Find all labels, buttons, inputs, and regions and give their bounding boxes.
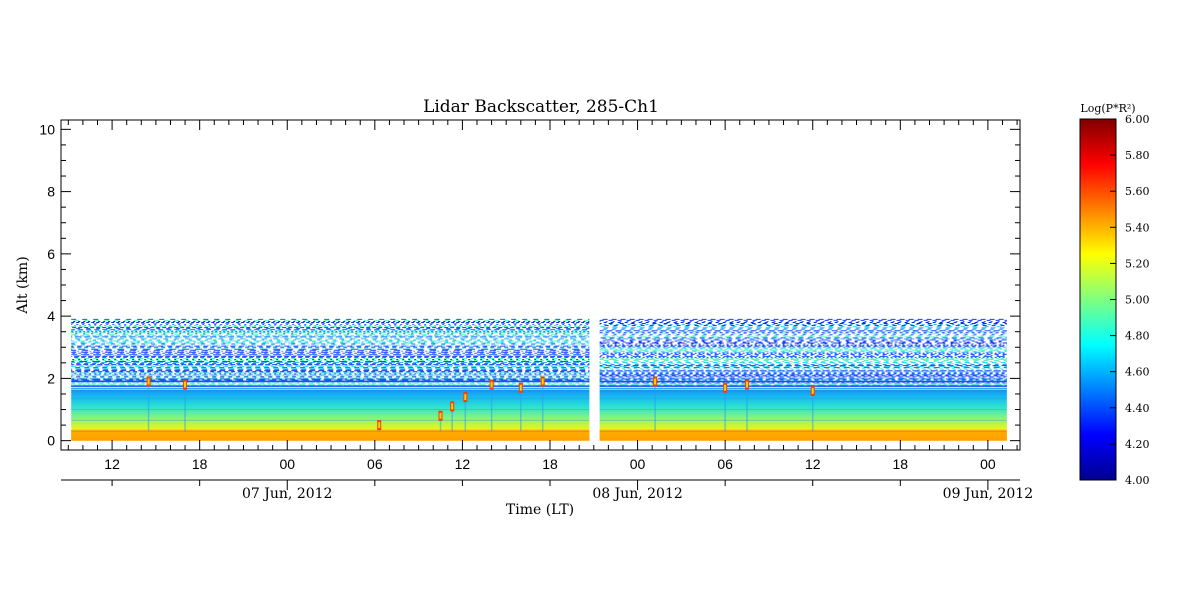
x-tick-label: 06 [367,456,383,472]
x-tick-label: 06 [717,456,733,472]
cloud-feature-core [654,378,657,385]
colorbar-tick-label: 4.20 [1125,438,1150,451]
x-tick-label: 00 [630,456,646,472]
x-tick-label: 18 [542,456,558,472]
cloud-feature-core [184,381,187,388]
colorbar-tick-label: 4.40 [1125,402,1150,415]
y-axis: 0 2 4 6 8 10 [39,121,1020,449]
x-tick-label: 12 [455,456,471,472]
cloud-feature-core [378,422,381,429]
x-tick-label: 18 [893,456,909,472]
cloud-feature-core [490,381,493,388]
y-tick-label: 8 [47,184,55,200]
colorbar-tick-label: 4.60 [1125,366,1150,379]
y-tick-label: 4 [47,308,55,324]
y-tick-label: 0 [47,433,55,449]
colorbar-tick-label: 4.80 [1125,330,1150,343]
chart-title: Lidar Backscatter, 285-Ch1 [423,97,659,117]
cloud-feature-core [464,394,467,401]
date-label: 08 Jun, 2012 [592,486,682,502]
colorbar-label: Log(P*R²) [1080,102,1135,115]
cloud-feature-core [811,387,814,394]
y-tick-label: 2 [47,370,55,386]
x-tick-label: 00 [980,456,996,472]
heatmap-layer [71,318,1007,441]
cloud-feature-core [746,381,749,388]
colorbar-tick-label: 5.20 [1125,257,1150,270]
colorbar: Log(P*R²) 4.00 4.20 4.40 4.60 4.80 5.00 5.20 5.… [1079,102,1150,487]
colorbar-tick-label: 5.60 [1125,185,1150,198]
x-tick-label: 12 [104,456,120,472]
colorbar-tick-label: 5.80 [1125,149,1150,162]
cloud-feature-core [451,403,454,410]
date-label: 07 Jun, 2012 [242,486,332,502]
x-tick-label: 18 [192,456,208,472]
cloud-feature-core [724,384,727,391]
colorbar-tick-label: 5.00 [1125,294,1150,307]
colorbar-tick-label: 5.40 [1125,221,1150,234]
y-tick-label: 6 [47,246,55,262]
surface-band [71,429,590,441]
x-axis: 12 18 00 06 12 18 00 06 12 18 00 [67,120,1018,472]
x-tick-label: 00 [279,456,295,472]
y-axis-label: Alt (km) [15,256,31,314]
cloud-feature-core [147,378,150,385]
cloud-feature-core [519,384,522,391]
cloud-feature-core [439,412,442,419]
date-axis: 07 Jun, 2012 08 Jun, 2012 09 Jun, 2012 [111,480,1033,502]
date-label: 09 Jun, 2012 [943,486,1033,502]
cloud-feature-core [541,378,544,385]
y-tick-label: 10 [39,121,55,137]
surface-band [599,429,1007,441]
x-axis-label: Time (LT) [506,502,574,518]
colorbar-tick-label: 4.00 [1125,474,1150,487]
colorbar-tick-label: 6.00 [1125,113,1150,126]
x-tick-label: 12 [805,456,821,472]
